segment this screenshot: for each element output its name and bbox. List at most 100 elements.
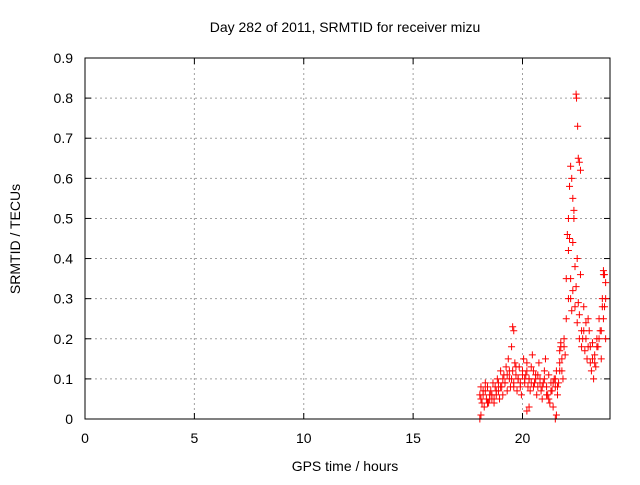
x-tick-label: 5	[190, 430, 198, 446]
data-point	[598, 303, 606, 311]
data-point	[499, 375, 507, 383]
data-point	[499, 391, 507, 399]
data-point	[481, 379, 489, 387]
data-point	[551, 375, 559, 383]
data-point	[571, 263, 579, 271]
data-point	[584, 315, 592, 323]
data-point	[517, 391, 525, 399]
data-point	[514, 375, 522, 383]
data-point	[545, 371, 553, 379]
y-tick-label: 0.5	[54, 210, 74, 226]
data-point	[576, 166, 584, 174]
data-point	[525, 375, 533, 383]
data-point	[569, 239, 577, 247]
data-point	[538, 395, 546, 403]
data-point	[581, 347, 589, 355]
data-point	[586, 343, 594, 351]
data-point	[599, 315, 607, 323]
data-point	[527, 363, 535, 371]
data-point	[575, 335, 583, 343]
data-point	[564, 295, 572, 303]
data-point	[525, 403, 533, 411]
y-tick-label: 0.2	[54, 331, 74, 347]
data-point	[573, 255, 581, 263]
data-point	[582, 319, 590, 327]
data-point	[568, 174, 576, 182]
y-tick-label: 0.3	[54, 291, 74, 307]
data-point	[591, 351, 599, 359]
data-point	[567, 162, 575, 170]
data-point	[566, 235, 574, 242]
data-point	[560, 343, 568, 351]
y-tick-label: 0	[65, 411, 73, 427]
data-point	[562, 315, 570, 323]
data-point	[481, 387, 489, 395]
data-point	[513, 387, 521, 395]
data-point	[527, 379, 535, 387]
data-point	[488, 391, 496, 399]
data-point	[587, 367, 595, 375]
data-point	[549, 403, 557, 411]
data-point	[503, 371, 511, 379]
data-point	[591, 359, 599, 367]
data-point	[593, 343, 601, 351]
y-tick-label: 0.4	[54, 251, 74, 267]
data-point	[556, 359, 564, 367]
data-point	[601, 271, 609, 279]
data-point	[511, 359, 519, 367]
data-point	[532, 375, 540, 383]
data-point	[508, 343, 516, 351]
data-point	[477, 383, 485, 391]
data-point	[523, 359, 531, 367]
data-point	[575, 158, 583, 166]
data-point	[602, 279, 610, 287]
data-point	[529, 383, 537, 391]
data-point	[543, 391, 551, 399]
data-point	[573, 94, 581, 102]
data-point	[537, 387, 545, 395]
data-point	[568, 307, 576, 315]
data-point	[589, 339, 596, 347]
data-point	[554, 391, 561, 399]
data-point	[533, 391, 541, 399]
data-point	[575, 311, 583, 319]
data-point	[602, 335, 610, 343]
data-point	[484, 399, 491, 407]
x-tick-label: 0	[81, 430, 89, 446]
data-point	[479, 391, 487, 399]
y-tick-label: 0.9	[54, 50, 74, 66]
data-point	[569, 287, 577, 295]
y-tick-label: 0.8	[54, 90, 74, 106]
data-point	[540, 367, 548, 375]
data-point	[582, 335, 590, 343]
data-point	[554, 383, 561, 391]
y-tick-label: 0.6	[54, 170, 74, 186]
data-point	[552, 411, 560, 419]
data-point	[510, 327, 518, 335]
data-point	[540, 375, 548, 383]
data-point	[523, 407, 531, 415]
data-point	[573, 319, 581, 327]
data-point	[497, 383, 505, 391]
data-point	[580, 327, 588, 335]
data-point	[512, 363, 520, 371]
data-point	[559, 375, 567, 383]
data-point	[516, 379, 524, 387]
data-point	[580, 303, 588, 311]
plot-frame	[84, 57, 611, 420]
data-point	[526, 387, 534, 395]
data-point	[595, 335, 603, 343]
data-point	[597, 327, 605, 335]
data-point	[564, 214, 572, 222]
data-point	[572, 283, 580, 291]
data-point	[494, 379, 502, 387]
data-point	[556, 347, 564, 355]
data-point	[529, 367, 537, 375]
data-point	[563, 230, 571, 238]
data-point	[477, 411, 485, 419]
axis-ticks: 0 0.1 0.2 0.3 0.4 0.5 0.6 0.7 0.8 0.9 0 5 10 15 20	[54, 50, 610, 446]
data-point	[567, 275, 575, 283]
data-point	[534, 371, 542, 379]
data-point	[557, 339, 565, 347]
